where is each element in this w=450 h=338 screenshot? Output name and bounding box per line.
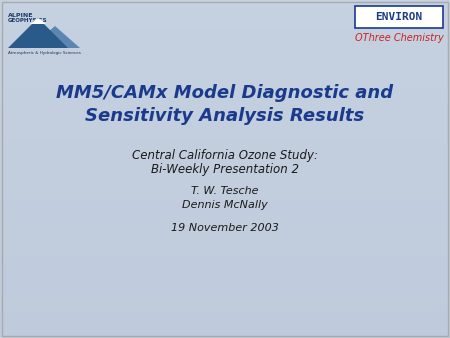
Text: Sensitivity Analysis Results: Sensitivity Analysis Results <box>86 107 365 125</box>
Text: ALPINE: ALPINE <box>8 13 33 18</box>
Text: 19 November 2003: 19 November 2003 <box>171 223 279 233</box>
Text: GEOPHYSICS: GEOPHYSICS <box>8 18 48 23</box>
Polygon shape <box>30 18 46 24</box>
Text: T. W. Tesche: T. W. Tesche <box>191 186 259 196</box>
Text: ENVIRON: ENVIRON <box>375 12 423 22</box>
Polygon shape <box>30 26 80 48</box>
Text: Dennis McNally: Dennis McNally <box>182 200 268 210</box>
Text: MM5/CAMx Model Diagnostic and: MM5/CAMx Model Diagnostic and <box>56 84 394 102</box>
Text: Bi-Weekly Presentation 2: Bi-Weekly Presentation 2 <box>151 164 299 176</box>
Text: Atmospheric & Hydrologic Sciences: Atmospheric & Hydrologic Sciences <box>8 51 81 55</box>
Polygon shape <box>8 18 68 48</box>
Text: Central California Ozone Study:: Central California Ozone Study: <box>132 148 318 162</box>
Bar <box>355 6 443 28</box>
Text: OThree Chemistry: OThree Chemistry <box>355 33 443 43</box>
